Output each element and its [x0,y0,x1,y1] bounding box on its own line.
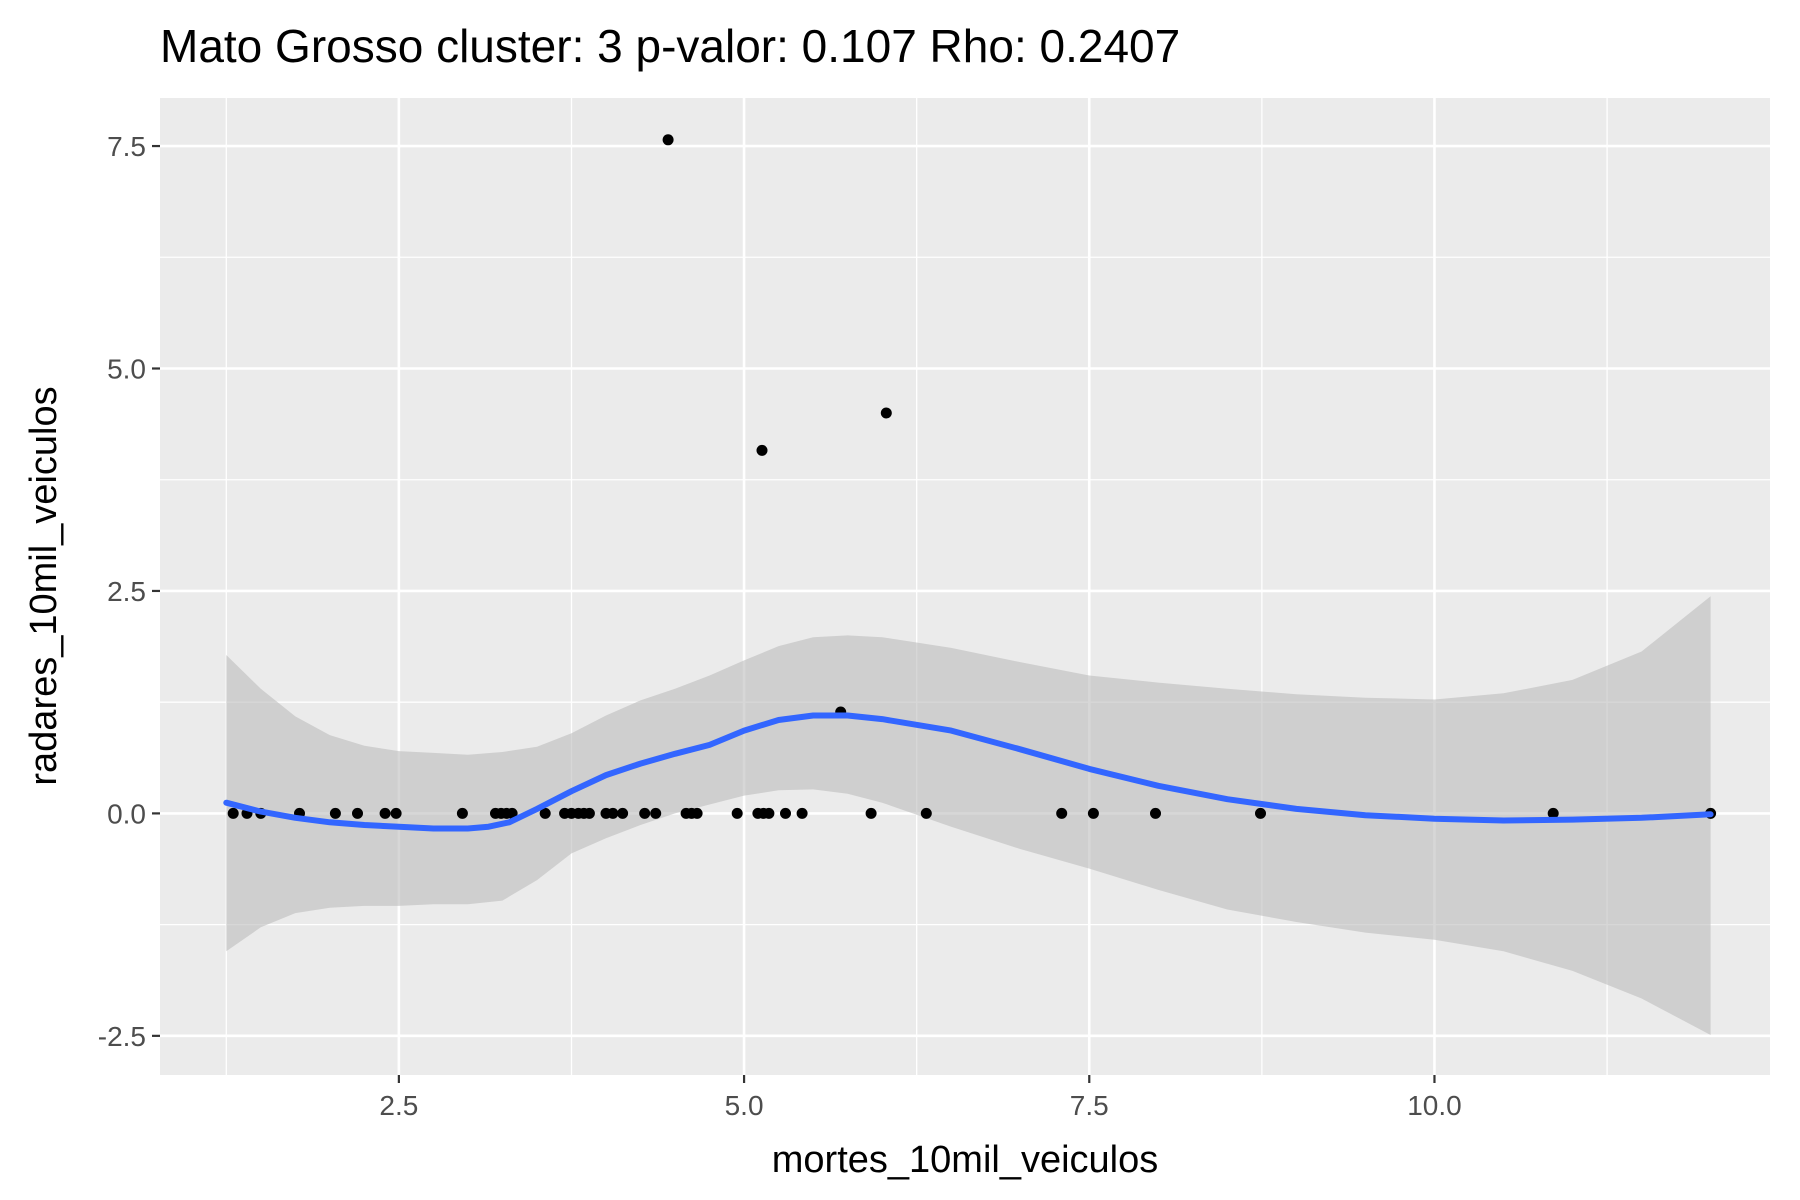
scatter-point [662,134,674,146]
chart-title: Mato Grosso cluster: 3 p-valor: 0.107 Rh… [160,20,1180,72]
scatter-point [352,807,363,819]
y-tick-label: 0.0 [107,798,146,829]
scatter-point [650,807,662,819]
scatter-point [1150,807,1161,819]
smooth-line [223,712,1714,832]
scatter-point [227,807,239,819]
scatter-point [506,807,518,819]
y-axis-title: radares_10mil_veiculos [23,386,65,785]
x-tick-label: 7.5 [1070,1090,1109,1121]
x-tick-label: 5.0 [725,1090,764,1121]
scatter-point [780,807,791,819]
y-tick-label: 7.5 [107,131,146,162]
scatter-point [796,807,808,819]
scatter-point [865,807,877,819]
scatter-point [731,807,743,819]
scatter-point [329,807,341,819]
confidence-band-layer [226,596,1711,1035]
scatter-point [539,807,551,819]
scatter-point [390,807,402,819]
x-tick-label: 2.5 [379,1090,418,1121]
scatter-point [639,807,651,819]
y-axis-ticks: -2.5 0.0 2.5 5.0 7.5 [98,131,160,1052]
y-tick-label: -2.5 [98,1021,146,1052]
scatter-point [379,807,391,819]
scatter-point [1547,807,1559,819]
x-axis-ticks: 2.5 5.0 7.5 10.0 [379,1075,1462,1121]
smooth-line-layer [223,712,1714,832]
scatter-point [1255,807,1266,819]
scatter-point [920,807,932,819]
scatter-point [880,407,892,419]
x-tick-label: 10.0 [1407,1090,1462,1121]
scatter-point [756,444,768,456]
confidence-band [226,596,1711,1035]
scatter-point [607,807,619,819]
scatter-point [763,807,775,819]
scatter-point [456,807,468,819]
y-tick-label: 5.0 [107,353,146,384]
x-axis-title: mortes_10mil_veiculos [772,1139,1159,1181]
y-tick-label: 2.5 [107,576,146,607]
scatter-point [617,807,629,819]
scatter-point [691,807,703,819]
scatter-point [1056,807,1068,819]
scatter-point [1087,807,1099,819]
scatter-point [583,807,595,819]
